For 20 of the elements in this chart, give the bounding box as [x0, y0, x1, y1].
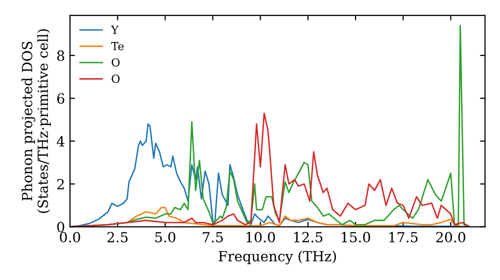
x-tick-label: 15.0	[342, 232, 370, 242]
y-tick-label: 0	[57, 222, 64, 232]
legend-label: Y	[110, 26, 119, 34]
y-axis-title: Phonon projected DOS (States/THz·primitive cell)	[22, 29, 51, 213]
legend-label: Te	[111, 42, 124, 50]
legend-label: O	[112, 74, 120, 83]
x-tick-label: 17.5	[389, 232, 418, 242]
x-tick-label: 20.0	[436, 232, 466, 242]
y-tick-label: 2	[57, 178, 64, 190]
x-axis-title: Frequency (THz)	[218, 250, 336, 264]
x-tick-label: 0.0	[60, 232, 80, 242]
x-tick-label: 12.5	[294, 232, 322, 242]
x-tick-label: 2.5	[107, 232, 128, 242]
legend-label: O	[112, 58, 120, 67]
y-tick-label: 8	[57, 50, 64, 61]
y-tick-label: 6	[57, 93, 64, 104]
y-tick-label: 4	[56, 136, 64, 146]
x-tick-label: 10.0	[246, 232, 275, 242]
x-tick-label: 7.5	[202, 232, 223, 242]
x-tick-label: 5.0	[155, 232, 176, 242]
